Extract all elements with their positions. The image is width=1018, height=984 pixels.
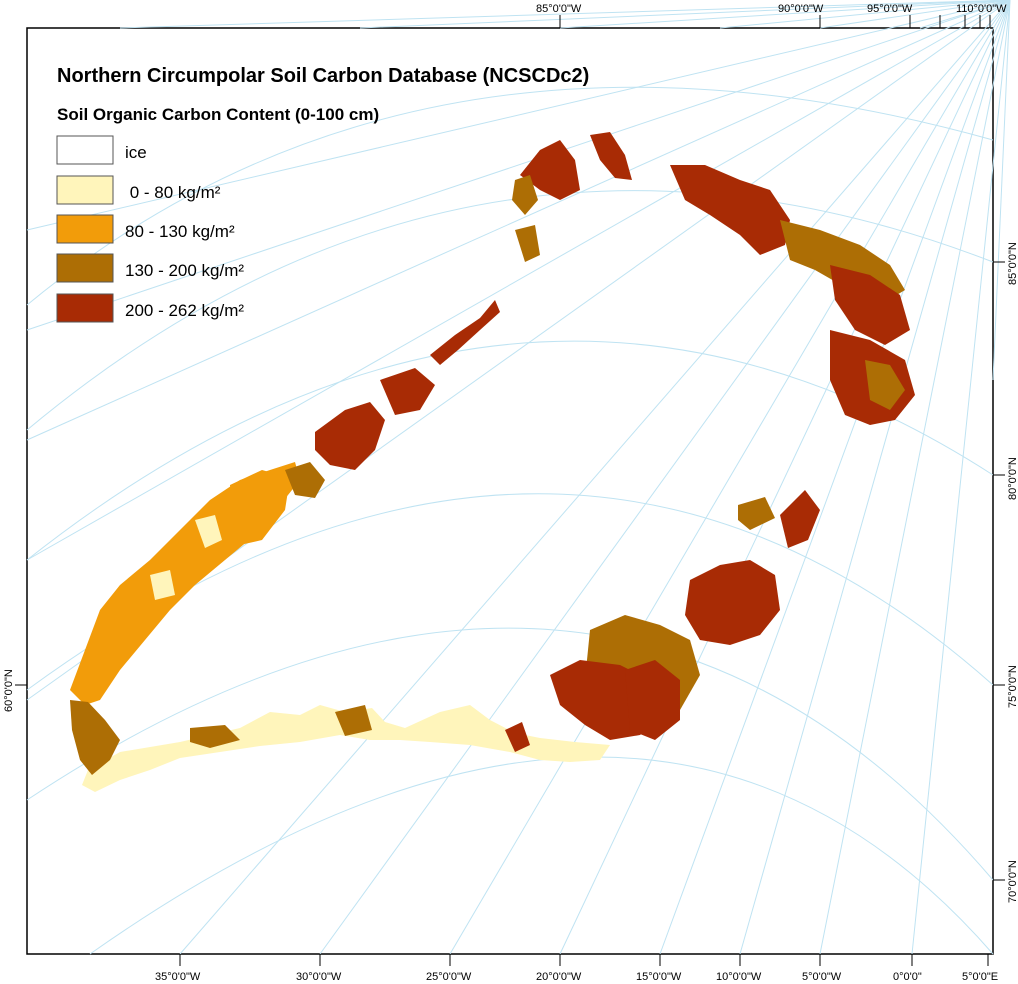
bottom-tick-0: 0°0'0": [893, 971, 922, 983]
region-east-brown-2: [738, 497, 775, 530]
bottom-tick-25w: 25°0'0"W: [426, 971, 472, 983]
greenland-soil-carbon: [70, 132, 915, 792]
legend-label-130-200: 130 - 200 kg/m²: [125, 261, 244, 280]
region-north-brown: [512, 175, 538, 215]
bottom-tick-30w: 30°0'0"W: [296, 971, 342, 983]
top-tick-85w: 85°0'0"W: [536, 3, 582, 15]
region-northwest-brown: [285, 462, 325, 498]
legend-swatch-80-130: [56, 214, 114, 244]
bottom-tick-5e: 5°0'0"E: [962, 971, 998, 983]
region-east-brown: [865, 360, 905, 410]
bottom-tick-15w: 15°0'0"W: [636, 971, 682, 983]
region-southeast-red: [685, 560, 780, 645]
legend-label-ice: ice: [125, 143, 147, 162]
region-northeast-red-2: [830, 265, 910, 345]
bottom-tick-5w: 5°0'0"W: [802, 971, 842, 983]
bottom-ticks: 35°0'0"W 30°0'0"W 25°0'0"W 20°0'0"W 15°0…: [155, 954, 998, 983]
top-tick-95w: 95°0'0"W: [867, 3, 913, 15]
right-tick-85n: 85°0'0"N: [1007, 242, 1018, 285]
bottom-tick-20w: 20°0'0"W: [536, 971, 582, 983]
region-west-pale: [195, 515, 222, 548]
graticule: [26, 0, 1011, 955]
legend-swatch-ice: [56, 135, 114, 165]
region-north-red: [520, 140, 580, 200]
region-west-pale-2: [150, 570, 175, 600]
region-east-red-2: [780, 490, 820, 548]
legend-label-200-262: 200 - 262 kg/m²: [125, 301, 244, 320]
top-tick-110w: 110°0'0"W: [956, 3, 1007, 15]
region-north-red-2: [590, 132, 632, 180]
left-ticks: 60°0'0"N: [3, 669, 27, 712]
region-southwest: [70, 700, 120, 775]
region-north-brown-2: [515, 225, 540, 262]
right-tick-80n: 80°0'0"N: [1007, 457, 1018, 500]
legend-label-0-80: 0 - 80 kg/m²: [125, 183, 221, 202]
bottom-tick-35w: 35°0'0"W: [155, 971, 201, 983]
region-south-coast: [82, 705, 610, 792]
legend-swatch-200-262: [56, 293, 114, 323]
map-frame: [26, 27, 994, 955]
region-southeast-red-3: [625, 660, 680, 740]
legend-swatch-0-80: [56, 175, 114, 205]
region-northwest-red-2: [380, 368, 435, 415]
map-title: Northern Circumpolar Soil Carbon Databas…: [57, 65, 589, 87]
map-subtitle: Soil Organic Carbon Content (0-100 cm): [57, 105, 379, 124]
region-northwest-red: [315, 402, 385, 470]
right-tick-75n: 75°0'0"N: [1007, 665, 1018, 708]
left-tick-60n: 60°0'0"N: [3, 669, 15, 712]
region-northeast-red: [670, 165, 790, 255]
region-northwest-dots: [430, 300, 500, 365]
legend-swatch-130-200: [56, 253, 114, 283]
right-tick-70n: 70°0'0"N: [1007, 860, 1018, 903]
region-southeast-dark: [505, 722, 530, 752]
right-ticks: 85°0'0"N 80°0'0"N 75°0'0"N 70°0'0"N: [993, 242, 1018, 903]
legend: ice 0 - 80 kg/m² 80 - 130 kg/m² 130 - 20…: [56, 135, 244, 323]
legend-label-80-130: 80 - 130 kg/m²: [125, 222, 235, 241]
region-west-coast-islands: [230, 470, 290, 545]
top-ticks: 85°0'0"W 90°0'0"W 95°0'0"W 110°0'0"W: [536, 3, 1007, 28]
bottom-tick-10w: 10°0'0"W: [716, 971, 762, 983]
top-tick-90w: 90°0'0"W: [778, 3, 824, 15]
region-south-patch: [190, 725, 240, 748]
region-south-patch-2: [335, 705, 372, 736]
